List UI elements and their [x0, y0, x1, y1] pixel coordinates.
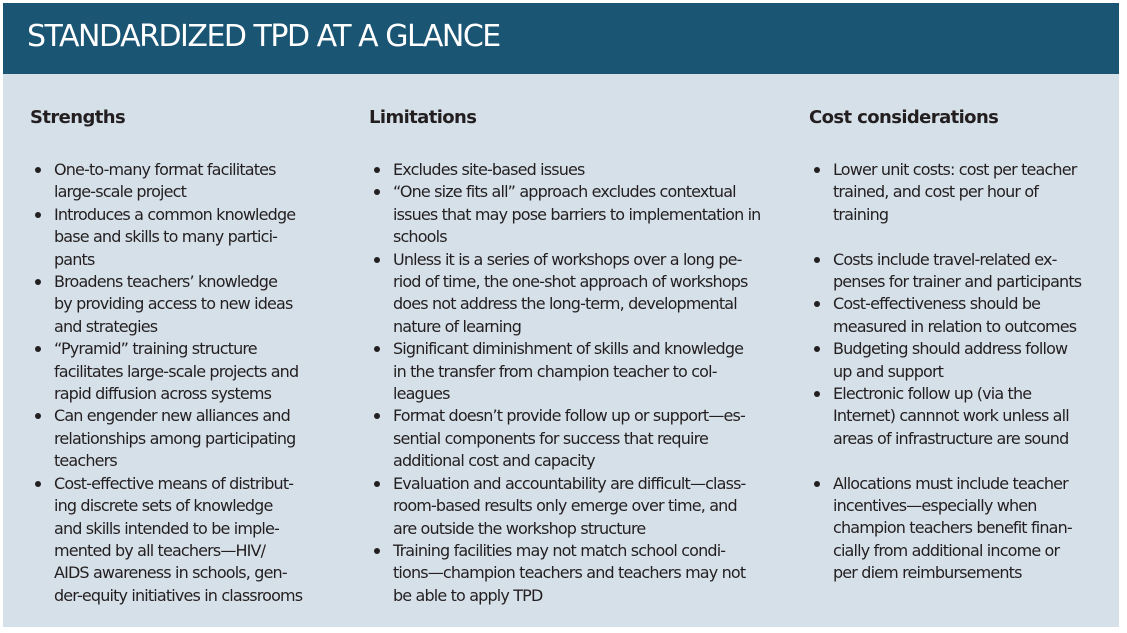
strengths-list: One-to-many format facilitates large-sca… — [30, 159, 330, 607]
limitations-list: Excludes site-based issues “One size fit… — [369, 159, 769, 607]
cost-considerations-heading: Cost considerations — [809, 107, 999, 128]
list-item: Allocations must include teacher incenti… — [809, 473, 1109, 585]
list-item: Format doesn’t provide follow up or supp… — [369, 405, 769, 472]
list-item: Training facilities may not match school… — [369, 540, 769, 607]
list-item: Excludes site-based issues — [369, 159, 769, 181]
list-item: “Pyramid” training structure facilitates… — [30, 338, 330, 405]
list-item: Can engender new alliances and relations… — [30, 405, 330, 472]
list-item: Cost-effectiveness should be measured in… — [809, 293, 1109, 338]
list-item: Introduces a common knowledge base and s… — [30, 204, 330, 271]
page-title: STANDARDIZED TPD AT A GLANCE — [27, 19, 501, 54]
strengths-column: Strengths One-to-many format facilitates… — [30, 101, 330, 605]
limitations-column: Limitations Excludes site-based issues “… — [369, 101, 769, 605]
glance-panel: STANDARDIZED TPD AT A GLANCE Strengths O… — [3, 3, 1119, 627]
list-item: Cost-effective means of distribut- ing d… — [30, 473, 330, 607]
cost-considerations-list: Lower unit costs: cost per teacher train… — [809, 159, 1109, 585]
list-item: Costs include travel-related ex- penses … — [809, 249, 1109, 294]
list-item: One-to-many format facilitates large-sca… — [30, 159, 330, 204]
strengths-heading: Strengths — [30, 107, 126, 128]
list-item: Broadens teachers’ knowledge by providin… — [30, 271, 330, 338]
list-item: Evaluation and accountability are diffic… — [369, 473, 769, 540]
list-item: Budgeting should address follow up and s… — [809, 338, 1109, 383]
list-item: “One size fits all” approach excludes co… — [369, 181, 769, 248]
cost-considerations-column: Cost considerations Lower unit costs: co… — [809, 101, 1109, 582]
list-item: Electronic follow up (via the Internet) … — [809, 383, 1109, 450]
list-item: Lower unit costs: cost per teacher train… — [809, 159, 1109, 226]
list-item: Unless it is a series of workshops over … — [369, 249, 769, 339]
limitations-heading: Limitations — [369, 107, 477, 128]
list-item: Significant diminishment of skills and k… — [369, 338, 769, 405]
title-bar: STANDARDIZED TPD AT A GLANCE — [3, 3, 1119, 74]
